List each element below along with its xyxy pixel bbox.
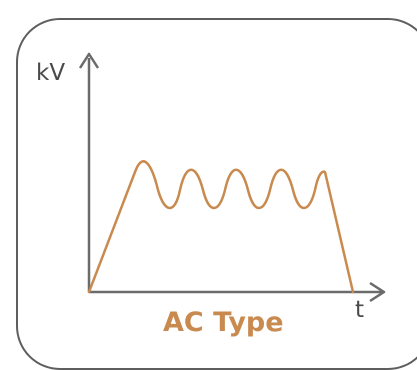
voltage-time-diagram [78,52,386,303]
y-axis-label: kV [36,60,66,86]
ac-voltage-waveform-icon [87,160,355,294]
diagram-card [16,18,417,370]
x-axis-label: t [355,297,365,323]
x-axis-arrow-icon [369,281,386,303]
y-axis-arrow-icon [78,52,100,69]
diagram-caption: AC Type [163,307,284,338]
